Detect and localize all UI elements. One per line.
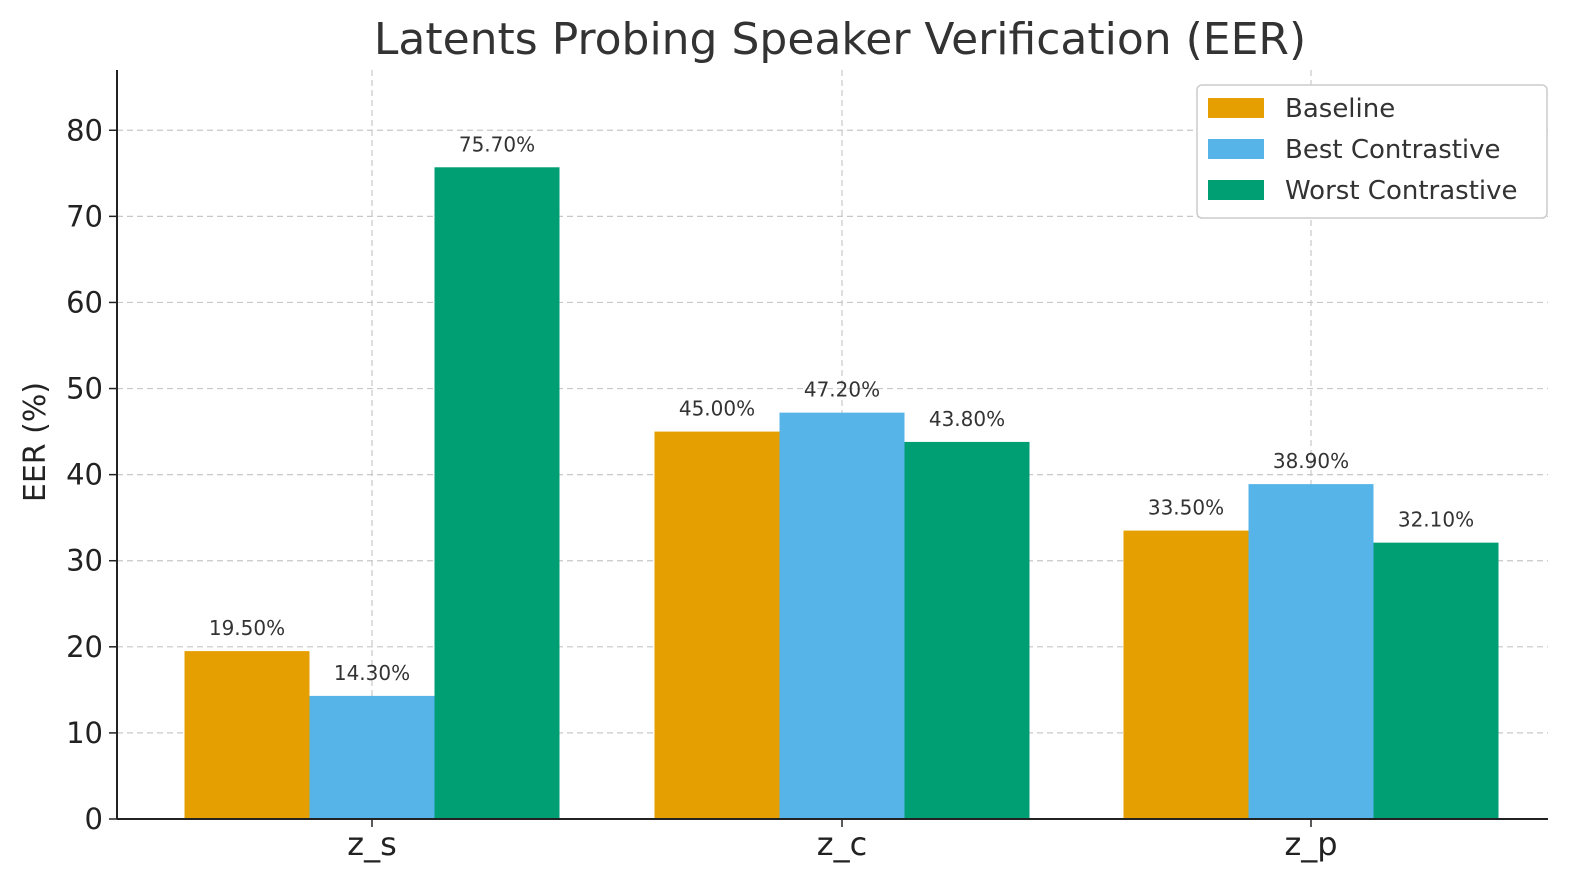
bar (654, 431, 780, 819)
bar (1123, 530, 1249, 819)
data-label: 75.70% (459, 132, 535, 156)
y-axis-label: EER (%) (18, 382, 53, 502)
data-label: 19.50% (209, 616, 285, 640)
legend-swatch (1208, 98, 1264, 118)
y-tick-label: 20 (66, 630, 103, 664)
x-tick-label: z_p (1284, 825, 1337, 863)
x-tick-label: z_c (817, 825, 867, 863)
data-label: 45.00% (679, 397, 755, 421)
y-tick-label: 30 (66, 544, 103, 578)
legend-swatch (1208, 139, 1264, 159)
data-label: 33.50% (1148, 496, 1224, 520)
bar (434, 167, 560, 819)
data-label: 38.90% (1273, 449, 1349, 473)
data-label: 14.30% (334, 661, 410, 685)
axes-layer: 0 10 20 30 40 50 60 70 80 z_s z_c z_p (66, 70, 1548, 863)
data-label: 32.10% (1398, 508, 1474, 532)
y-tick-label: 10 (66, 716, 103, 750)
bar (1373, 542, 1499, 819)
legend-swatch (1208, 180, 1264, 200)
y-tick-label: 40 (66, 458, 103, 492)
bar (779, 412, 905, 819)
legend-box (1196, 84, 1548, 219)
legend-label: Worst Contrastive (1285, 176, 1518, 206)
y-tick-label: 0 (85, 802, 103, 836)
x-tick-label: z_s (347, 825, 396, 863)
y-tick-label: 60 (66, 285, 103, 319)
chart-title: Latents Probing Speaker Verification (EE… (374, 14, 1306, 65)
data-labels-layer: 19.50% 45.00% 33.50% 14.30% 47.20% 38.90% 75.7… (209, 132, 1474, 685)
bar (904, 441, 1030, 819)
y-tick-label: 80 (66, 113, 103, 147)
y-tick-label: 50 (66, 372, 103, 406)
bar (184, 651, 310, 819)
y-tick-label: 70 (66, 199, 103, 233)
bar (1248, 484, 1374, 819)
bars-layer (184, 167, 1499, 819)
legend-label: Best Contrastive (1285, 135, 1501, 165)
data-label: 43.80% (929, 407, 1005, 431)
bar (309, 695, 435, 819)
legend: Baseline Best Contrastive Worst Contrastiv… (1196, 84, 1548, 219)
data-label: 47.20% (804, 378, 880, 402)
legend-label: Baseline (1285, 94, 1395, 124)
